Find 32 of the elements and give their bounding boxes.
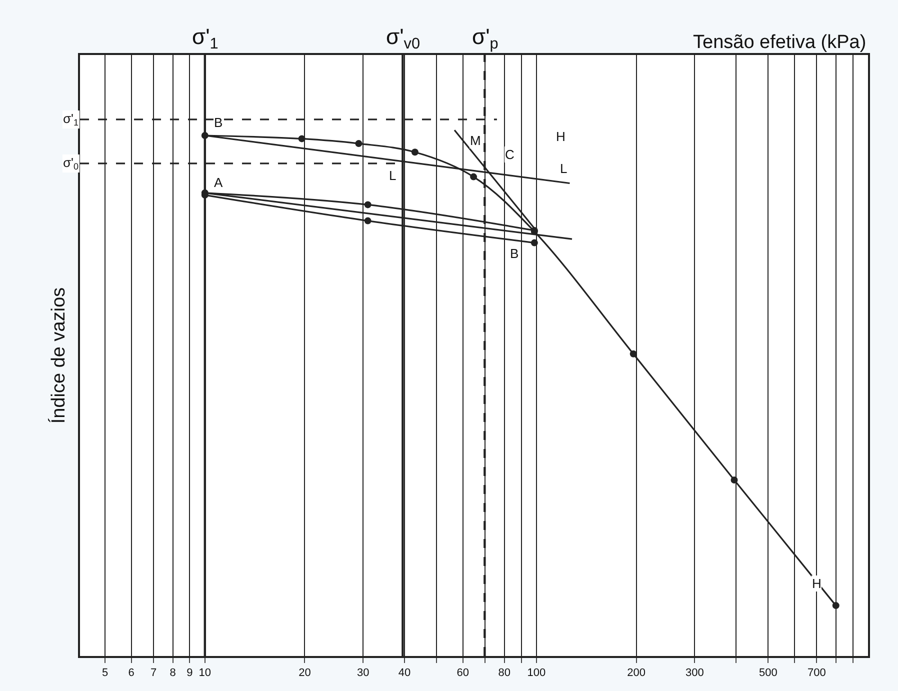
annotation: H bbox=[812, 576, 822, 591]
annotation: B bbox=[214, 115, 223, 130]
x-tick-label: 9 bbox=[186, 667, 193, 680]
y-axis-title: Índice de vazios bbox=[47, 287, 70, 424]
x-tick-label: 200 bbox=[627, 667, 646, 680]
annotation: C bbox=[505, 147, 514, 162]
ref-line-label: σ'$_{p}$ bbox=[472, 24, 498, 53]
annotation: A bbox=[214, 175, 223, 190]
x-axis-title: Tensão efetiva (kPa) bbox=[693, 32, 866, 53]
x-tick-label: 7 bbox=[150, 667, 157, 680]
annotation: σ'$_{1}$ bbox=[63, 111, 79, 128]
x-tick-label: 60 bbox=[456, 667, 470, 680]
annotation: L bbox=[389, 168, 396, 183]
x-tick-label: 700 bbox=[807, 667, 826, 680]
x-tick-label: 100 bbox=[527, 667, 546, 680]
x-tick-label: 8 bbox=[170, 667, 176, 680]
x-tick-label: 300 bbox=[685, 667, 704, 680]
x-tick-label: 40 bbox=[398, 667, 411, 680]
x-tick-label: 20 bbox=[298, 667, 311, 680]
x-tick-label: 500 bbox=[759, 667, 778, 680]
x-tick-label: 6 bbox=[128, 667, 134, 680]
annotation: B bbox=[510, 246, 519, 261]
x-tick-label: 30 bbox=[356, 667, 370, 680]
x-tick-label: 10 bbox=[198, 667, 212, 680]
ref-line-label: σ'$_{1}$ bbox=[192, 24, 218, 53]
x-tick-label: 80 bbox=[498, 667, 510, 680]
annotation: L bbox=[560, 161, 568, 176]
ref-line-label: σ'$_{v0}$ bbox=[386, 24, 420, 53]
x-tick-label: 5 bbox=[102, 667, 108, 680]
annotation: H bbox=[556, 129, 566, 144]
annotation: σ'$_{0}$ bbox=[63, 155, 79, 172]
annotation: M bbox=[470, 133, 481, 148]
